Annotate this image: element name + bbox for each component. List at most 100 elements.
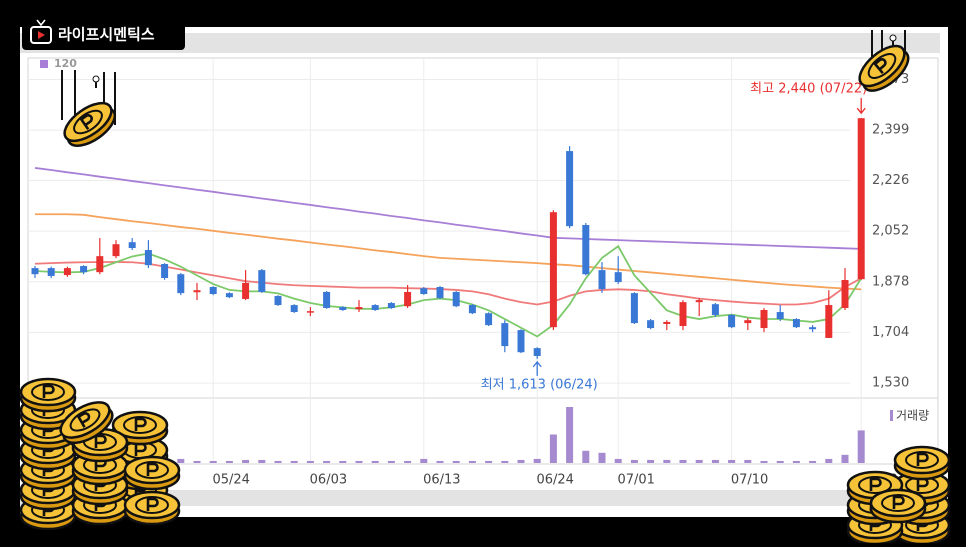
candle-body bbox=[258, 270, 266, 292]
candle-body bbox=[112, 244, 120, 257]
badge-title: 라이프시멘틱스 bbox=[58, 26, 155, 44]
volume-bar bbox=[468, 460, 476, 463]
candle-body bbox=[193, 290, 201, 293]
volume-bar bbox=[355, 460, 363, 463]
volume-bar bbox=[517, 459, 525, 463]
volume-bar bbox=[306, 460, 314, 463]
volume-bar bbox=[809, 460, 817, 463]
volume-bar bbox=[209, 460, 217, 463]
volume-bar bbox=[825, 458, 833, 463]
coin bbox=[123, 455, 181, 491]
candle-body bbox=[371, 305, 379, 311]
y-tick-label: 1,530 bbox=[872, 376, 909, 391]
legend-swatch bbox=[40, 60, 48, 68]
ma-line bbox=[34, 261, 862, 306]
volume-bar bbox=[582, 450, 590, 463]
candle-body bbox=[533, 348, 541, 356]
coin-decorations bbox=[19, 30, 951, 546]
candle-body bbox=[144, 250, 152, 266]
volume-bar bbox=[679, 459, 687, 463]
candle-body bbox=[96, 256, 104, 273]
coin-motion bbox=[871, 30, 906, 60]
x-tick-label: 06/13 bbox=[423, 473, 460, 488]
y-tick-label: 2,052 bbox=[872, 224, 909, 239]
volume-bar bbox=[549, 434, 557, 463]
coin bbox=[19, 377, 77, 413]
candle-body bbox=[209, 287, 217, 294]
tv-antenna bbox=[36, 19, 46, 27]
tv-play bbox=[38, 31, 45, 39]
volume-bar bbox=[258, 459, 266, 463]
y-tick-label: 1,878 bbox=[872, 274, 909, 289]
sparkle bbox=[889, 34, 897, 42]
chart-panel bbox=[20, 27, 948, 517]
candle-body bbox=[776, 312, 784, 320]
candle-body bbox=[339, 307, 347, 311]
volume-bar bbox=[274, 460, 282, 463]
x-tick-label: 07/01 bbox=[617, 473, 654, 488]
y-tick-label: 2,399 bbox=[872, 123, 909, 138]
candle-body bbox=[566, 151, 574, 227]
volume-bar bbox=[744, 459, 752, 463]
volume-bar bbox=[647, 459, 655, 463]
candle-body bbox=[711, 304, 719, 315]
volume-bar bbox=[177, 458, 185, 463]
badge-bg bbox=[22, 20, 185, 50]
volume-bar bbox=[792, 460, 800, 463]
volume-bar bbox=[339, 460, 347, 463]
plot-layer: 1,5301,7041,8782,0522,2262,3992,57305/24… bbox=[28, 57, 929, 488]
volume-bar bbox=[371, 460, 379, 463]
x-tick-label: 06/03 bbox=[310, 473, 347, 488]
volume-bar bbox=[776, 460, 784, 463]
candle-body bbox=[80, 266, 88, 273]
candle-body bbox=[452, 291, 460, 307]
candle-body bbox=[387, 303, 395, 308]
top-strip bbox=[20, 33, 940, 53]
legend-label: 120 bbox=[54, 57, 77, 70]
volume-bar bbox=[452, 460, 460, 463]
candle-body bbox=[744, 320, 752, 324]
candle-body bbox=[468, 305, 476, 314]
volume-bar bbox=[533, 458, 541, 463]
coin bbox=[869, 488, 927, 524]
volume-bar bbox=[566, 407, 574, 463]
volume-bar bbox=[630, 459, 638, 463]
candle-body bbox=[857, 118, 865, 280]
volume-bar bbox=[436, 460, 444, 463]
candle-body bbox=[420, 288, 428, 294]
volume-bar bbox=[387, 460, 395, 463]
x-tick-label: 07/10 bbox=[731, 473, 768, 488]
candle-body bbox=[825, 305, 833, 338]
candle-body bbox=[274, 296, 282, 306]
annotation-arrow bbox=[856, 98, 866, 115]
x-tick-label: 06/24 bbox=[536, 473, 573, 488]
ma-line bbox=[35, 213, 862, 291]
volume-legend-swatch bbox=[890, 410, 893, 421]
candle-body bbox=[323, 291, 331, 308]
candle-body bbox=[760, 310, 768, 329]
volume-bar bbox=[404, 460, 412, 463]
candle-body bbox=[501, 323, 509, 347]
volume-bar bbox=[225, 460, 233, 463]
volume-bar bbox=[598, 452, 606, 463]
volume-bar bbox=[193, 460, 201, 463]
candle-body bbox=[290, 305, 298, 313]
candle-body bbox=[47, 268, 55, 276]
candle-body bbox=[841, 280, 849, 308]
candle-body bbox=[161, 264, 169, 278]
volume-bar bbox=[663, 459, 671, 463]
annotation: 최고 2,440 (07/22) bbox=[750, 82, 867, 97]
annotation-arrow bbox=[532, 360, 542, 376]
sparkle bbox=[92, 75, 100, 83]
candle-body bbox=[647, 320, 655, 329]
volume-legend: 거래량 bbox=[896, 409, 929, 423]
candle-body bbox=[549, 212, 557, 328]
candle-body bbox=[614, 272, 622, 283]
candle-body bbox=[242, 282, 250, 299]
volume-bar bbox=[841, 454, 849, 463]
candle-body bbox=[306, 311, 314, 313]
volume-bar bbox=[290, 460, 298, 463]
y-tick-label: 2,226 bbox=[872, 173, 909, 188]
volume-bar bbox=[242, 459, 250, 463]
